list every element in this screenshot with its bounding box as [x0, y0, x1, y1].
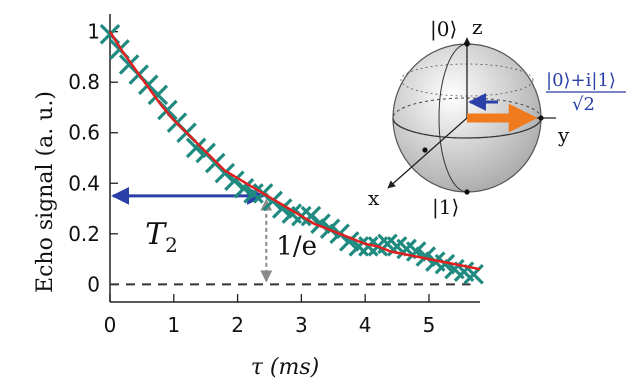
y-tick-labels: 0 0.2 0.4 0.6 0.8 1	[68, 20, 100, 297]
x-tick-labels: 0 1 2 3 4 5	[104, 313, 436, 337]
y-tick-label: 0.8	[68, 70, 100, 94]
inv-e-label: 1/e	[276, 231, 317, 261]
x-tick-label: 0	[104, 313, 117, 337]
data-point-x	[434, 253, 456, 275]
y-axis-label: Echo signal (a. u.)	[33, 91, 58, 293]
x-tick-label: 5	[423, 313, 436, 337]
ket1-label: |1⟩	[432, 195, 459, 220]
y-tick-label: 1	[87, 20, 100, 44]
point-y	[538, 115, 544, 121]
ket0-label: |0⟩	[430, 17, 457, 42]
t2-label: T2	[145, 217, 178, 257]
data-point-x	[271, 198, 293, 219]
data-point-x	[233, 178, 255, 199]
y-axis-label-3d: y	[557, 123, 570, 147]
meridian	[438, 43, 468, 193]
data-point-x	[147, 84, 169, 106]
x-tick-label: 3	[295, 313, 308, 337]
x-axis-label: τ (ms)	[251, 355, 319, 380]
x-tick-label: 4	[359, 313, 372, 337]
y-tick-label: 0.2	[68, 222, 100, 246]
superposition-denominator: √2	[572, 94, 595, 115]
fit-curve	[108, 31, 481, 271]
superposition-numerator: |0⟩+i|1⟩	[546, 70, 616, 91]
plot-axes	[109, 14, 480, 303]
point-north	[464, 41, 470, 47]
point-x	[422, 147, 428, 153]
y-tick-label: 0	[87, 272, 100, 296]
y-tick-label: 0.6	[68, 121, 100, 145]
x-tick-label: 1	[167, 313, 180, 337]
z-axis-label: z	[472, 15, 483, 39]
x-axis-3d	[387, 117, 468, 189]
data-point-x	[415, 246, 437, 267]
x-tick-label: 2	[231, 313, 244, 337]
y-tick-label: 0.4	[68, 171, 100, 195]
point-south	[464, 189, 470, 195]
x-axis-label-3d: x	[368, 186, 380, 210]
data-point-x	[185, 137, 207, 159]
bloch-sphere-inset: |0⟩ z |1⟩ y x |0⟩+i|1⟩ √2	[368, 15, 626, 220]
